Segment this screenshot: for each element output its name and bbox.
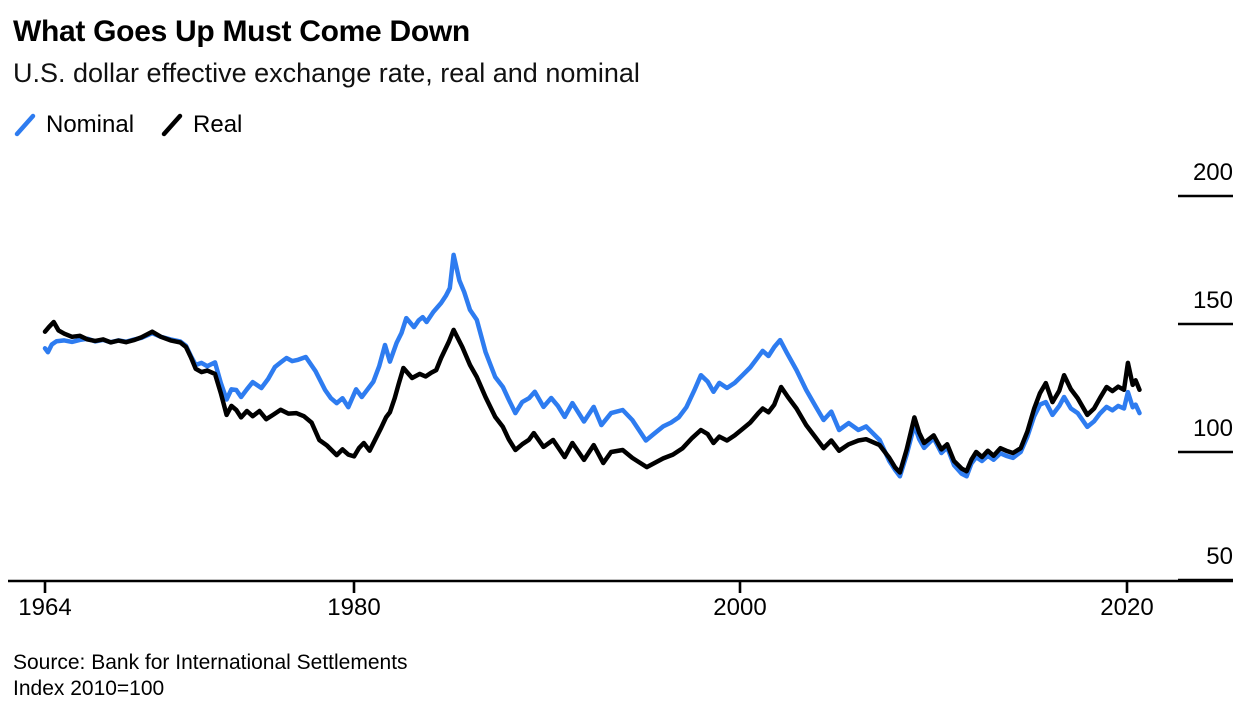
legend-label-nominal: Nominal (46, 111, 135, 138)
x-axis-label-2020: 2020 (1100, 594, 1154, 621)
real-line (42, 319, 1142, 475)
y-axis-label-150: 150 (1192, 287, 1233, 314)
legend-label-real: Real (193, 111, 243, 138)
nominal-swatch-icon (14, 113, 36, 137)
legend-item-nominal: Nominal (13, 111, 134, 139)
nominal-line (42, 252, 1142, 479)
y-axis-label-200: 200 (1192, 159, 1233, 186)
source-note: Source: Bank for International Settlemen… (13, 651, 408, 674)
x-axis-label-1980: 1980 (327, 594, 381, 621)
real-swatch-icon (161, 113, 183, 137)
legend: Nominal Real (13, 111, 242, 139)
x-axis-label-2000: 2000 (713, 594, 767, 621)
chart-subtitle: U.S. dollar effective exchange rate, rea… (13, 58, 640, 88)
y-axis-label-50: 50 (1206, 543, 1233, 570)
x-axis-label-1964: 1964 (18, 594, 72, 621)
legend-item-real: Real (160, 111, 242, 139)
y-axis-label-100: 100 (1192, 415, 1233, 442)
index-note: Index 2010=100 (13, 677, 165, 700)
chart-title: What Goes Up Must Come Down (13, 15, 470, 48)
